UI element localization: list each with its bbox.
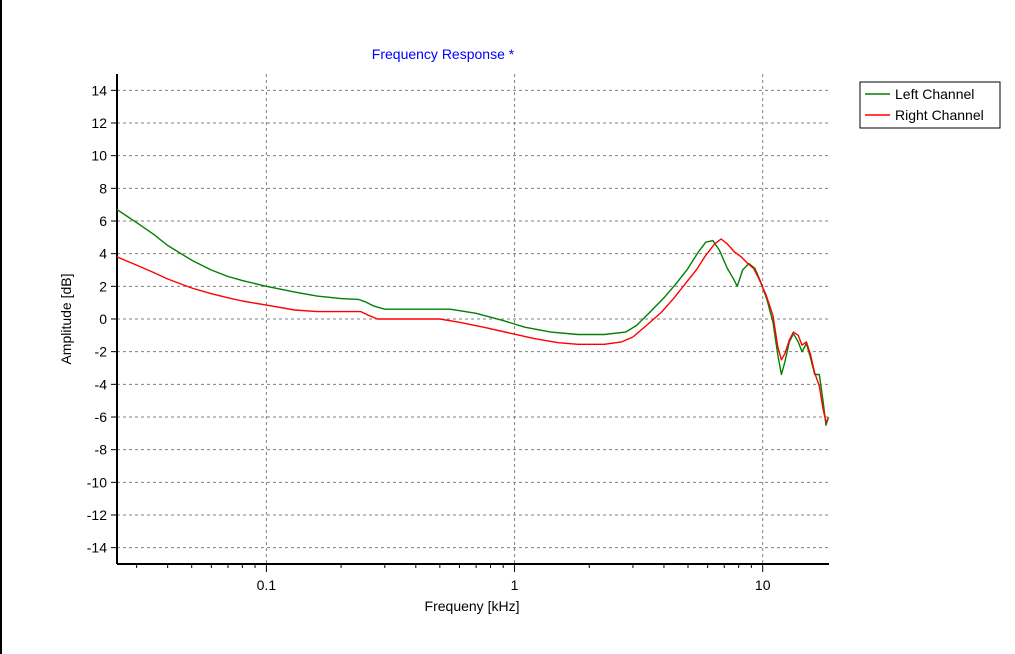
y-tick-label: -14 — [87, 540, 107, 556]
chart-title: Frequency Response * — [372, 46, 515, 62]
y-tick-label: 4 — [99, 246, 107, 262]
y-tick-label: -8 — [95, 442, 108, 458]
y-tick-label: 12 — [91, 115, 107, 131]
y-tick-label: -10 — [87, 474, 107, 490]
y-tick-label: -4 — [95, 376, 108, 392]
series-line-right-channel — [116, 238, 829, 423]
x-axis-label: Frequeny [kHz] — [425, 598, 520, 614]
grid — [117, 74, 829, 564]
y-tick-label: 0 — [99, 311, 107, 327]
x-tick-label: 0.1 — [257, 577, 277, 593]
legend-label-left-channel: Left Channel — [895, 86, 974, 102]
y-tick-label: 6 — [99, 213, 107, 229]
series-lines — [116, 209, 830, 426]
y-tick-label: -2 — [95, 344, 108, 360]
y-tick-label: 14 — [91, 82, 107, 98]
y-axis-label: Amplitude [dB] — [58, 273, 74, 364]
y-tick-label: 2 — [99, 278, 107, 294]
y-tick-label: 10 — [91, 148, 107, 164]
legend-label-right-channel: Right Channel — [895, 107, 984, 123]
legend: Left Channel Right Channel — [859, 81, 1001, 129]
axes: 14 12 10 8 6 4 2 0 -2 -4 -6 -8 -10 -12 -14 0.1 1 10 — [87, 74, 829, 593]
x-tick-label: 10 — [755, 577, 771, 593]
y-tick-label: 8 — [99, 180, 107, 196]
y-tick-label: -12 — [87, 507, 107, 523]
y-tick-label: -6 — [95, 409, 108, 425]
legend-box — [859, 81, 1001, 129]
series-line-left-channel — [116, 209, 830, 426]
x-tick-label: 1 — [511, 577, 519, 593]
